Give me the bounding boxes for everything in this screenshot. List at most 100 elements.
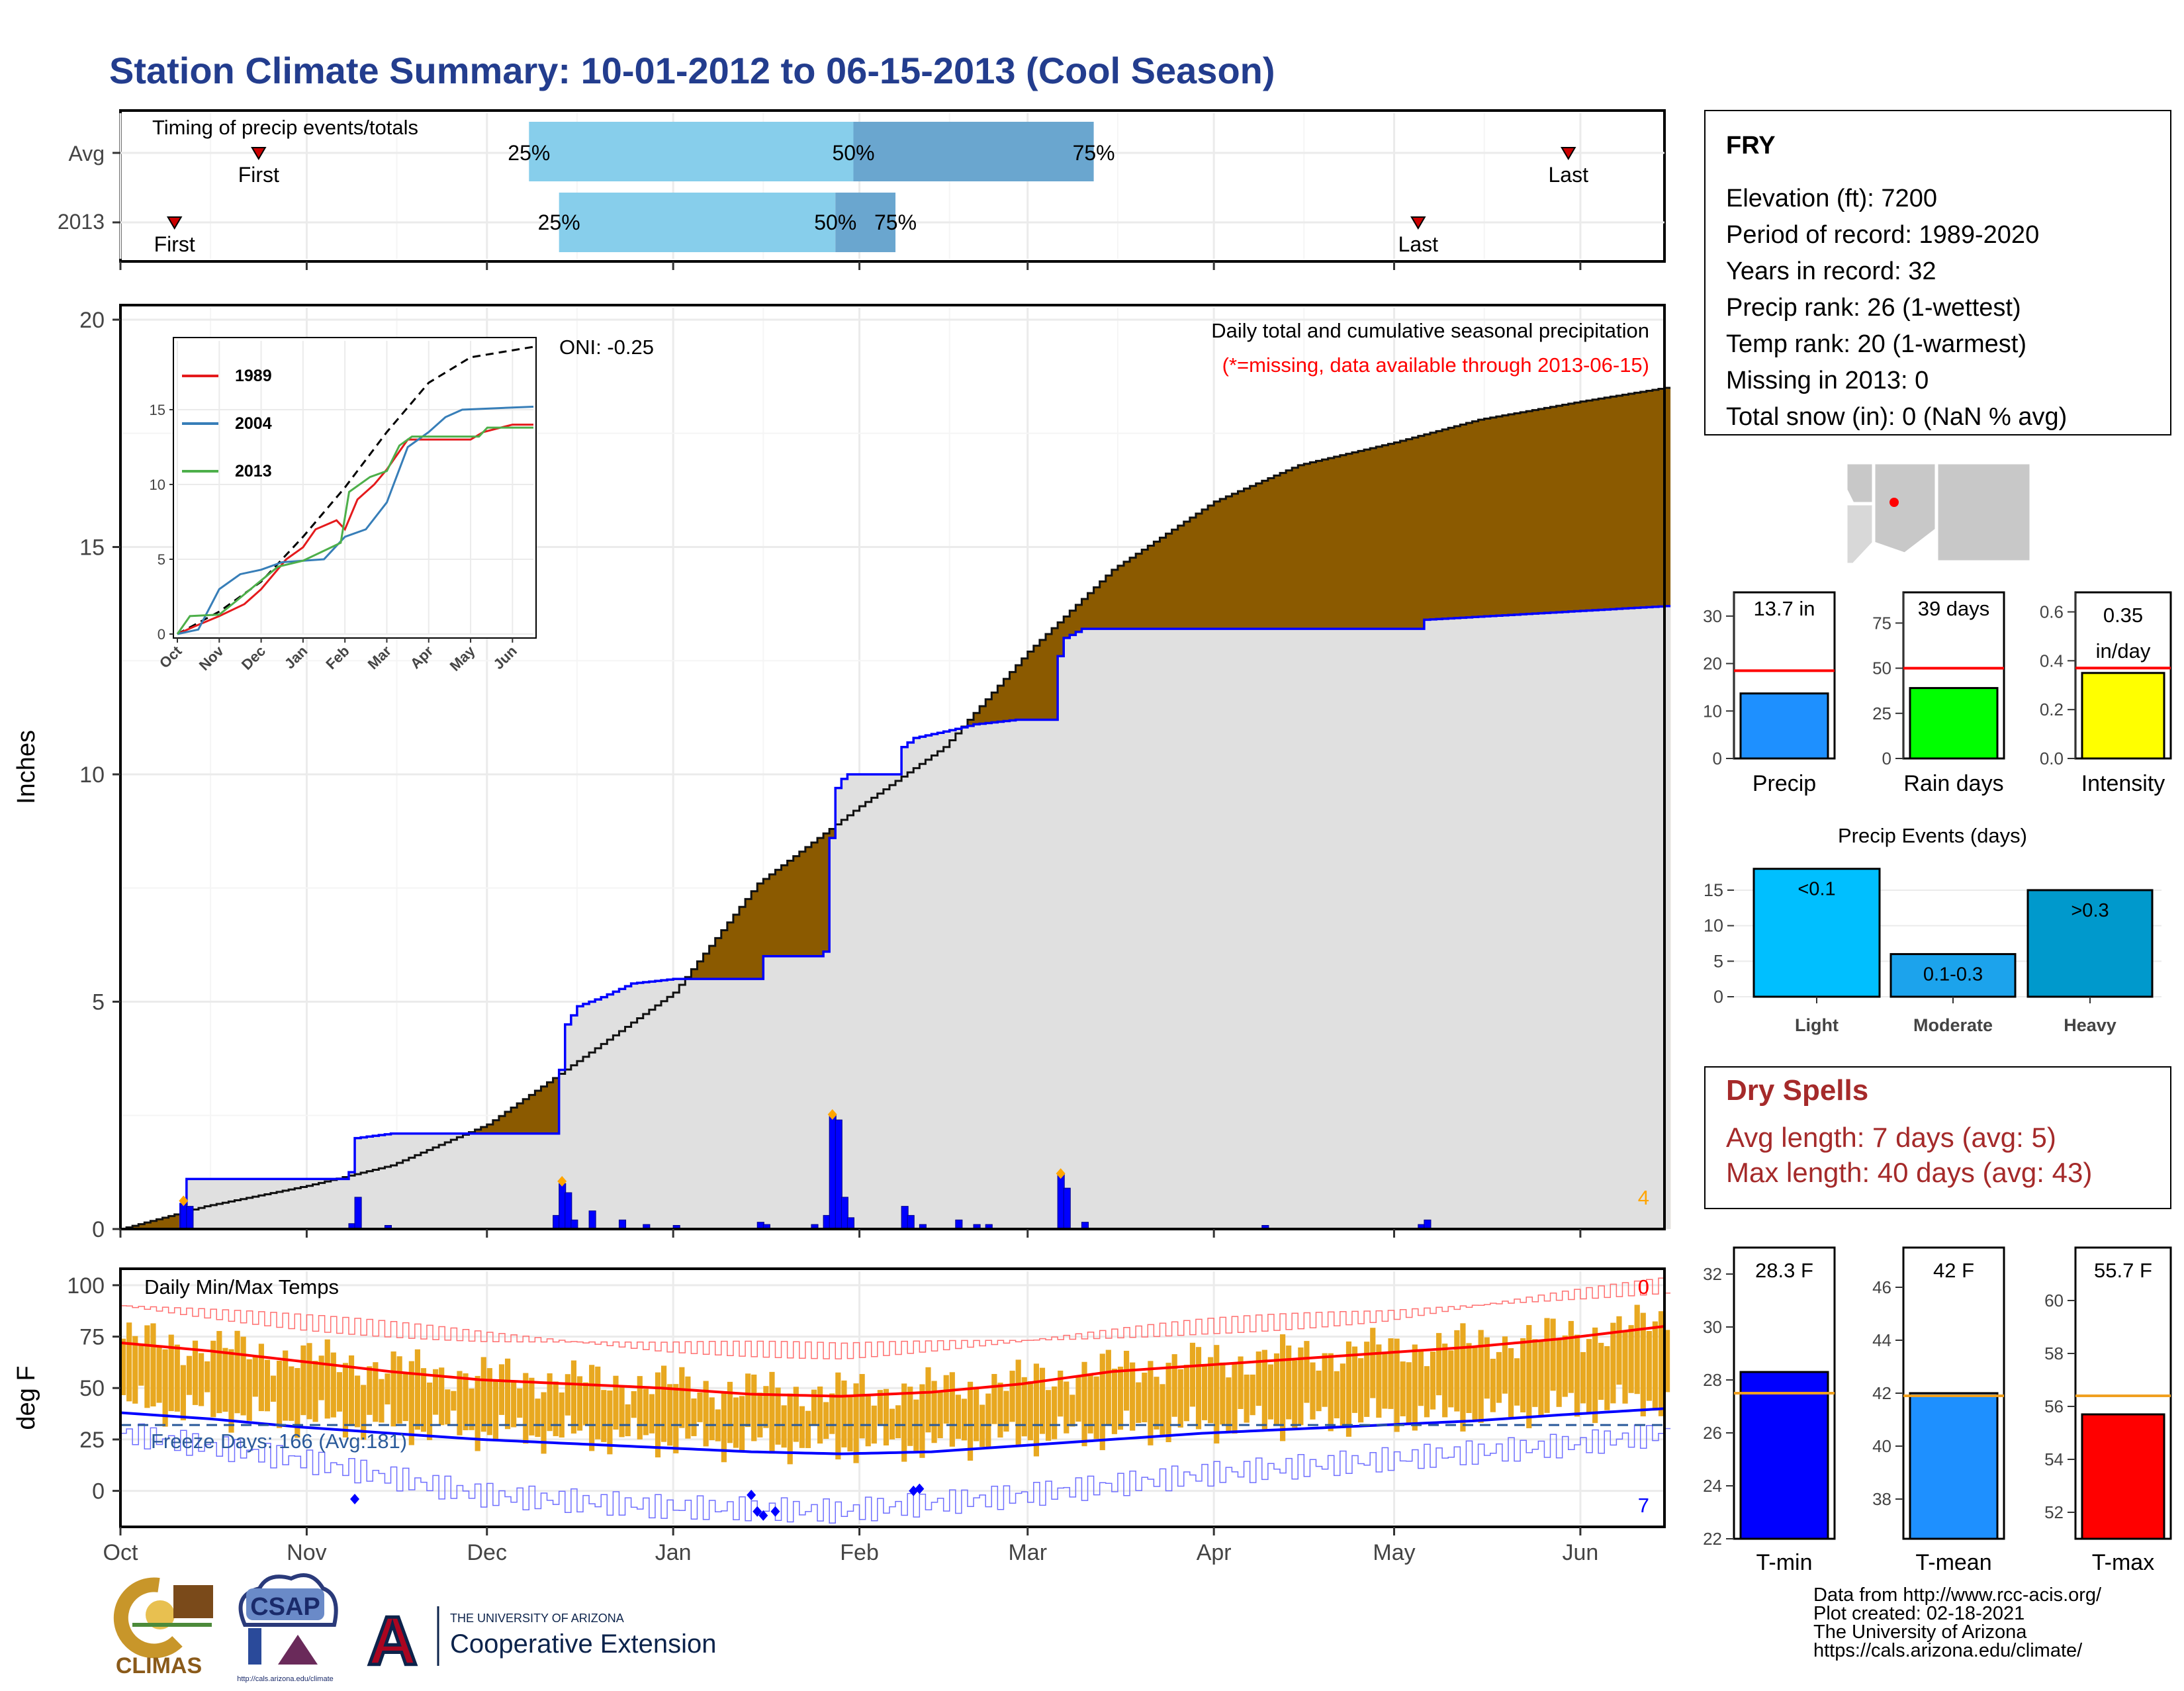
month-axis-label: Apr [1197, 1540, 1232, 1565]
temp-bar-value-text: 55.7 F [2094, 1259, 2152, 1282]
daily-precip-bar [846, 1217, 854, 1230]
daily-temp-range-bar [1226, 1377, 1232, 1432]
inset-y-tick-label: 5 [158, 551, 165, 568]
daily-temp-range-bar [613, 1375, 619, 1430]
daily-temp-range-bar [1394, 1338, 1400, 1432]
inset-y-tick-label: 10 [150, 477, 165, 493]
daily-temp-range-bar [1568, 1320, 1574, 1393]
daily-temp-range-bar [733, 1397, 739, 1448]
daily-temp-range-bar [1424, 1366, 1430, 1418]
mini-chart-label: Rain days [1903, 771, 2003, 796]
csap-logo-url: http://cals.arizona.edu/climate [237, 1675, 334, 1683]
daily-temp-range-bar [1015, 1359, 1021, 1447]
temp-bar-value [1739, 1371, 1829, 1540]
daily-temp-range-bar [595, 1366, 601, 1440]
precip-y-label: Inches [13, 730, 40, 804]
daily-temp-range-bar [1466, 1343, 1472, 1414]
mini-chart-tick-label: 0.6 [2040, 602, 2064, 622]
daily-temp-range-bar [955, 1394, 961, 1439]
events-category-label: Heavy [2064, 1015, 2116, 1035]
daily-temp-range-bar [1610, 1322, 1616, 1404]
dry-spells-avg: Avg length: 7 days (avg: 5) [1726, 1122, 2056, 1153]
precip-daily-bars [179, 1109, 1432, 1230]
ua-logo-small-text: THE UNIVERSITY OF ARIZONA [450, 1612, 624, 1625]
temp-y-tick-label: 50 [79, 1376, 105, 1401]
daily-temp-range-bar [1202, 1365, 1208, 1420]
daily-temp-range-bar [1454, 1330, 1460, 1412]
daily-temp-range-bar [655, 1372, 661, 1458]
mini-chart-tick-label: 20 [1703, 654, 1722, 674]
precip-y-axis: 0 5 10 15 20 [79, 308, 120, 1242]
daily-temp-range-bar [565, 1374, 570, 1416]
daily-temp-range-bar [457, 1371, 463, 1436]
daily-temp-range-bar [1033, 1363, 1039, 1457]
csap-logo: CSAP http://cals.arizona.edu/climate [237, 1573, 338, 1683]
daily-temp-range-bar [511, 1381, 517, 1428]
record-max-temp-line [120, 1277, 1671, 1359]
observed-cumulative-line [120, 605, 1671, 1230]
month-axis-label: Mar [1008, 1540, 1047, 1565]
daily-temp-range-bar [1009, 1371, 1015, 1422]
daily-temp-range-bar [234, 1330, 240, 1414]
daily-precip-bar [186, 1206, 194, 1230]
daily-temp-range-bar [1484, 1337, 1490, 1399]
daily-temp-range-bar [1142, 1373, 1148, 1422]
daily-temp-range-bar [156, 1346, 162, 1403]
daily-temp-range-bar [1081, 1361, 1087, 1447]
mini-chart-tick-label: 75 [1872, 613, 1891, 633]
daily-temp-range-bar [414, 1349, 420, 1430]
dry-spells-box: Dry Spells Avg length: 7 days (avg: 5) M… [1704, 1066, 2171, 1209]
daily-temp-range-bar [222, 1348, 228, 1412]
daily-temp-range-bar [312, 1361, 318, 1422]
month-axis-label: Feb [840, 1540, 879, 1565]
record-low-marker [752, 1506, 762, 1517]
missing-data-marker [557, 1175, 567, 1187]
temp-bar-tick-label: 54 [2044, 1449, 2064, 1469]
daily-temp-range-bar [1538, 1340, 1544, 1417]
events-tick-label: 10 [1704, 916, 1723, 936]
daily-temp-range-bar [1280, 1334, 1286, 1441]
timing-row-avg-label: Avg [68, 142, 105, 165]
inset-legend-label: 2004 [235, 414, 272, 433]
daily-temp-range-bar [1634, 1304, 1640, 1394]
summary-bar-charts: 0 10 20 30 13.7 in Precip 0 25 50 75 39 days Rain d… [1703, 591, 2172, 796]
month-axis-label: Dec [467, 1540, 507, 1565]
daily-temp-range-bar [901, 1383, 907, 1462]
daily-temp-range-bar [1286, 1346, 1292, 1420]
daily-temp-range-bar [306, 1343, 312, 1420]
daily-temp-range-bar [1622, 1331, 1628, 1404]
daily-precip-bar [829, 1115, 837, 1230]
events-tick-label: 0 [1713, 987, 1723, 1007]
daily-temp-range-bar [1171, 1354, 1177, 1417]
daily-temp-range-bar [1052, 1386, 1058, 1440]
station-missing: Missing in 2013: 0 [1726, 367, 1929, 394]
daily-temp-range-bar [859, 1374, 865, 1439]
daily-temp-range-bar [1496, 1351, 1502, 1403]
daily-temp-range-bar [1117, 1366, 1124, 1430]
daily-temp-range-bar [1586, 1339, 1592, 1412]
daily-temp-range-bar [1502, 1336, 1508, 1394]
daily-temp-range-bar [949, 1372, 955, 1447]
precip-panel: 0 5 10 15 20 Daily total and cumulative seas… [13, 304, 1671, 1242]
daily-temp-range-bar [1267, 1364, 1274, 1420]
daily-temp-range-bar [1238, 1356, 1244, 1409]
inset-y-tick-label: 15 [150, 402, 165, 418]
daily-temp-range-bar [162, 1349, 168, 1427]
daily-temp-range-bar [270, 1375, 277, 1402]
daily-temp-range-bar [132, 1336, 138, 1404]
daily-temp-range-bar [199, 1353, 205, 1406]
daily-temp-range-bar [721, 1391, 727, 1463]
daily-temp-range-bar [180, 1365, 186, 1421]
daily-temp-range-bar [541, 1392, 547, 1454]
daily-temp-range-bar [974, 1387, 979, 1441]
daily-temp-range-bar [408, 1361, 414, 1445]
daily-temp-range-bar [1273, 1353, 1280, 1426]
daily-temp-range-bar [889, 1408, 895, 1440]
daily-temp-range-bar [1628, 1325, 1634, 1393]
timing-last-marker [1561, 147, 1576, 160]
daily-temp-range-bar [727, 1381, 733, 1443]
daily-temp-range-bar [348, 1355, 355, 1426]
daily-temp-range-bar [174, 1344, 180, 1412]
daily-temp-range-bar [1370, 1328, 1376, 1398]
timing-band-25-50 [529, 122, 854, 181]
